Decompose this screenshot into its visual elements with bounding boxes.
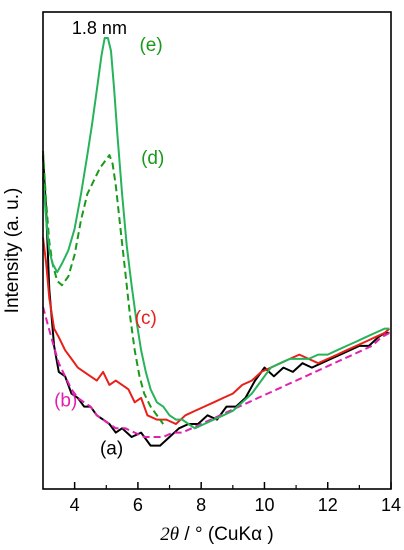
series-label-4: (d) [141,148,164,169]
y-axis-label: Intensity (a. u.) [2,188,23,314]
x-axis-label-symbol: 2θ [160,524,179,545]
x-tick-label: 14 [381,495,401,515]
x-tick-label: 6 [133,495,143,515]
series-label-2: (b) [54,391,77,412]
series-label-1: (a) [100,438,123,459]
x-tick-label: 12 [318,495,338,515]
series-label-3: (c) [135,308,157,329]
peak-annotation: 1.8 nm [72,18,127,38]
plot-frame [42,11,392,490]
x-tick-label: 8 [196,495,206,515]
series-line-4 [42,150,165,425]
series-line-2 [42,306,390,438]
x-tick-label: 4 [70,495,80,515]
series-layer [42,37,391,447]
x-axis-label: 2θ / ° (CuKα ) [160,524,273,545]
series-labels: (a) (b) (c) (d) (e) [54,35,164,459]
x-axis-label-unit: / ° (CuKα ) [179,524,274,545]
series-label-5: (e) [139,35,162,56]
x-tick-label: 10 [254,495,274,515]
series-line-3 [42,237,391,425]
x-ticks: 4 6 8 10 12 14 [70,482,401,515]
series-line-5 [42,37,390,430]
